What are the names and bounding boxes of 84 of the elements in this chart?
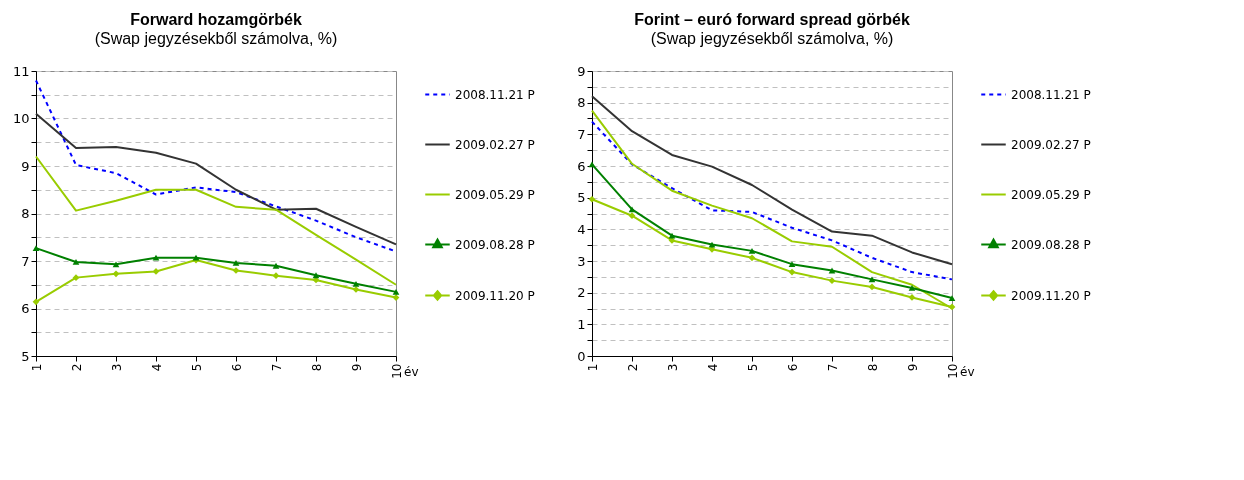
x-tick-label: 3 <box>665 363 680 372</box>
point <box>748 254 756 262</box>
line-series <box>35 112 397 246</box>
x-tick-label: 2 <box>625 363 640 372</box>
y-tick-label: 4 <box>577 221 586 237</box>
point <box>32 245 40 252</box>
point <box>948 303 956 311</box>
x-tick-label: 8 <box>865 363 880 372</box>
x-tick-label: 1 <box>585 363 600 372</box>
x-tick-label: 5 <box>745 363 760 372</box>
point <box>152 254 160 261</box>
x-tick-label: 8 <box>309 363 324 372</box>
chart-title: Forint – euró forward spread görbék <box>634 11 910 28</box>
x-tick-label: 2 <box>69 363 84 372</box>
point <box>788 268 796 276</box>
y-tick-label: 10 <box>12 111 30 126</box>
x-tick-label: 7 <box>825 363 840 372</box>
point <box>788 261 796 268</box>
point <box>828 267 836 274</box>
y-tick-label: 8 <box>577 95 586 111</box>
point <box>272 272 280 280</box>
x-tick-label: 9 <box>905 363 920 372</box>
chart-subtitle: (Swap jegyzésekből számolva, %) <box>94 30 338 47</box>
y-tick-label: 0 <box>577 348 586 364</box>
point <box>352 280 360 287</box>
point <box>748 247 756 254</box>
point <box>908 285 916 291</box>
point <box>668 232 676 239</box>
y-tick-label: 7 <box>577 126 586 142</box>
y-tick-label: 9 <box>21 158 30 174</box>
point <box>708 241 716 248</box>
x-tick-label: 5 <box>189 363 204 372</box>
y-tick-label: 11 <box>12 63 30 79</box>
y-tick-label: 9 <box>577 63 586 79</box>
legend-label: 2009.11.20 P <box>1011 288 1091 303</box>
point <box>312 272 320 279</box>
legend-label: 2009.11.20 P <box>455 288 535 303</box>
x-axis-title: év <box>404 364 419 379</box>
legend-label: 2009.02.27 P <box>1011 137 1091 152</box>
x-tick-label: 4 <box>149 363 164 372</box>
legend-label: 2009.05.29 P <box>455 187 535 202</box>
y-tick-label: 6 <box>21 301 30 316</box>
x-tick-label: 4 <box>705 363 720 372</box>
y-tick-label: 3 <box>577 253 586 269</box>
legend-label: 2009.08.28 P <box>455 237 535 252</box>
point <box>232 259 240 266</box>
y-tick-label: 7 <box>21 253 30 269</box>
point <box>392 288 400 295</box>
chart-subtitle: (Swap jegyzésekből számolva, %) <box>650 30 894 47</box>
x-axis-title: év <box>960 364 975 379</box>
legend-label: 2009.08.28 P <box>1011 237 1091 252</box>
point <box>32 298 40 306</box>
x-tick-label: 9 <box>349 363 364 372</box>
x-tick-label: 6 <box>229 363 244 372</box>
x-tick-label: 6 <box>785 363 800 372</box>
point <box>588 161 596 168</box>
point <box>588 195 596 203</box>
y-tick-label: 1 <box>577 316 586 332</box>
x-tick-label: 10 <box>389 363 404 379</box>
point <box>948 295 956 301</box>
point <box>72 259 80 265</box>
y-tick-label: 2 <box>577 285 586 301</box>
x-tick-label: 10 <box>945 363 960 379</box>
x-tick-label: 7 <box>269 363 284 372</box>
y-tick-label: 5 <box>577 190 586 206</box>
y-tick-label: 6 <box>577 158 586 174</box>
point <box>868 276 876 283</box>
line-series <box>591 120 953 281</box>
line-series <box>35 155 397 286</box>
x-tick-label: 3 <box>109 363 124 372</box>
point <box>112 270 120 278</box>
x-tick-label: 1 <box>29 363 44 372</box>
point <box>868 283 876 291</box>
legend-label: 2008.11.21 P <box>455 87 535 102</box>
legend-label: 2009.05.29 P <box>1011 187 1091 202</box>
point <box>628 212 636 220</box>
legend-label: 2009.02.27 P <box>455 137 535 152</box>
point <box>112 261 120 268</box>
y-tick-label: 8 <box>21 206 30 221</box>
legend-label: 2008.11.21 P <box>1011 87 1091 102</box>
line-series <box>591 95 953 266</box>
point <box>272 262 280 269</box>
point <box>628 206 636 213</box>
chart-title: Forward hozamgörbék <box>130 11 302 28</box>
